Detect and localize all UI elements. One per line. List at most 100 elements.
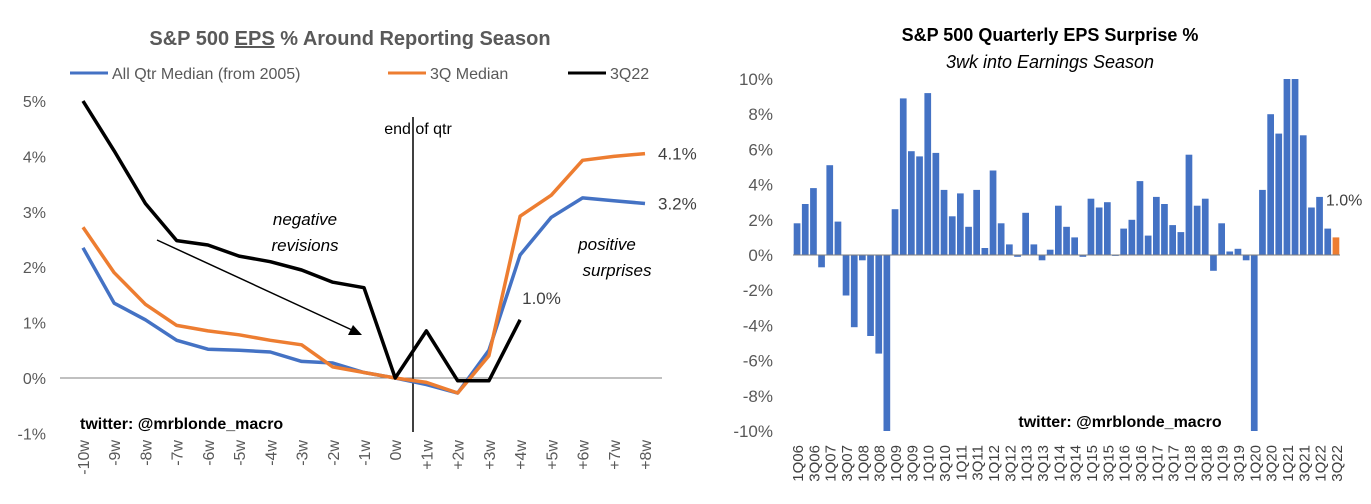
bar bbox=[1185, 154, 1193, 255]
bar bbox=[875, 255, 883, 354]
x-tick-label: 1Q20 bbox=[1247, 445, 1264, 482]
bar bbox=[948, 216, 956, 255]
x-tick-label: -7w bbox=[170, 440, 187, 466]
bar bbox=[793, 223, 801, 255]
bar bbox=[1014, 255, 1021, 257]
bar bbox=[867, 255, 874, 336]
bar bbox=[1299, 135, 1307, 255]
bar bbox=[1226, 251, 1234, 255]
bar bbox=[1087, 198, 1095, 255]
y-tick-label: 0% bbox=[23, 371, 46, 388]
bar bbox=[810, 188, 817, 255]
x-tick-label: -5w bbox=[232, 440, 249, 466]
y-tick-label: 1% bbox=[23, 316, 46, 333]
bar bbox=[1120, 228, 1127, 255]
y-tick-label: 8% bbox=[748, 105, 773, 124]
bar bbox=[1250, 255, 1258, 431]
credit-text: twitter: @mrblonde_macro bbox=[80, 416, 283, 433]
bar bbox=[1210, 255, 1217, 271]
bar bbox=[1177, 232, 1185, 255]
credit-text: twitter: @mrblonde_macro bbox=[1018, 414, 1221, 431]
bar bbox=[957, 193, 964, 255]
x-tick-label: 1Q12 bbox=[986, 445, 1003, 482]
chart-subtitle: 3wk into Earnings Season bbox=[946, 52, 1154, 72]
bar bbox=[973, 189, 980, 255]
x-tick-label: 3Q15 bbox=[1100, 445, 1117, 482]
positive-surprises-annotation-line2: surprises bbox=[583, 261, 652, 280]
end-labels: 4.1% 3.2% 1.0% bbox=[522, 145, 697, 308]
y-tick-label: -6% bbox=[743, 352, 773, 371]
bar bbox=[1030, 244, 1038, 255]
bar bbox=[1193, 205, 1201, 255]
x-tick-label: 1Q06 bbox=[790, 445, 807, 482]
x-tick-label: 1Q21 bbox=[1280, 445, 1297, 482]
end-value-label: 1.0% bbox=[522, 289, 561, 308]
bar bbox=[1046, 249, 1054, 255]
x-tick-label: 1Q17 bbox=[1149, 445, 1166, 482]
x-axis: 1Q06 3Q06 1Q07 3Q07 1Q08 3Q08 1Q09 3Q09 1Q10 3Q10… bbox=[790, 445, 1346, 482]
legend-label-3q22: 3Q22 bbox=[610, 66, 649, 83]
bar bbox=[859, 255, 866, 261]
x-tick-label: 3Q08 bbox=[872, 445, 889, 482]
x-tick-label: +3w bbox=[482, 440, 499, 470]
x-tick-label: 3Q18 bbox=[1198, 445, 1215, 482]
x-tick-label: -2w bbox=[326, 440, 343, 466]
x-tick-label: -9w bbox=[107, 440, 124, 466]
x-tick-label: +1w bbox=[419, 440, 436, 470]
x-tick-label: 1Q14 bbox=[1051, 445, 1068, 482]
y-tick-label: -4% bbox=[743, 316, 773, 335]
negative-revisions-annotation-line2: revisions bbox=[271, 236, 339, 255]
bars bbox=[793, 79, 1340, 431]
3q-median-line bbox=[81, 151, 646, 395]
bar bbox=[1144, 235, 1152, 255]
bar bbox=[924, 93, 932, 255]
x-tick-label: 1Q18 bbox=[1182, 445, 1199, 482]
eps-surprise-chart: S&P 500 Quarterly EPS Surprise % 3wk int… bbox=[733, 25, 1362, 482]
x-tick-label: 3Q19 bbox=[1231, 445, 1248, 482]
y-tick-label: 2% bbox=[23, 260, 46, 277]
x-tick-label: 0w bbox=[388, 440, 405, 461]
y-tick-label: -1% bbox=[18, 426, 46, 443]
x-tick-label: -6w bbox=[201, 440, 218, 466]
bar bbox=[1071, 237, 1078, 255]
negative-revisions-arrow bbox=[156, 239, 362, 335]
chart-title: S&P 500 Quarterly EPS Surprise % bbox=[902, 25, 1199, 45]
bar bbox=[1201, 198, 1209, 255]
x-tick-label: 1Q22 bbox=[1313, 445, 1330, 482]
x-tick-label: 3Q12 bbox=[1002, 445, 1019, 482]
x-tick-label: 3Q22 bbox=[1329, 445, 1346, 482]
x-tick-label: 1Q10 bbox=[921, 445, 938, 482]
end-value-label: 3.2% bbox=[658, 194, 697, 213]
negative-revisions-annotation-line1: negative bbox=[273, 210, 337, 229]
y-axis: -10% -8% -6% -4% -2% 0% 2% 4% 6% 8% 10% bbox=[733, 70, 773, 441]
x-tick-label: +5w bbox=[544, 440, 561, 470]
y-tick-label: 3% bbox=[23, 205, 46, 222]
x-tick-label: 3Q17 bbox=[1166, 445, 1183, 482]
bar bbox=[908, 151, 915, 255]
last-value-label: 1.0% bbox=[1326, 192, 1362, 209]
x-tick-label: 1Q09 bbox=[888, 445, 905, 482]
end-value-label: 4.1% bbox=[658, 145, 697, 164]
bar bbox=[1267, 114, 1274, 255]
x-axis: -10w -9w -8w -7w -6w -5w -4w -3w -2w -1w 0w +1w +2w +… bbox=[60, 377, 662, 475]
bar bbox=[981, 248, 989, 255]
bar bbox=[1218, 223, 1225, 255]
bar bbox=[1006, 244, 1013, 255]
bar bbox=[1169, 225, 1176, 255]
bar bbox=[916, 156, 923, 255]
x-tick-label: 1Q11 bbox=[953, 445, 970, 481]
bar bbox=[1055, 205, 1062, 255]
bar bbox=[801, 204, 809, 255]
x-tick-label: 3Q11 bbox=[970, 445, 987, 481]
bar bbox=[965, 226, 972, 255]
bar bbox=[1291, 79, 1299, 255]
x-tick-label: +6w bbox=[576, 440, 593, 470]
x-tick-label: -1w bbox=[357, 440, 374, 466]
bar bbox=[1104, 202, 1111, 255]
x-tick-label: +8w bbox=[638, 440, 655, 470]
bar bbox=[1308, 207, 1315, 255]
x-tick-label: 3Q16 bbox=[1133, 445, 1150, 482]
bar bbox=[1038, 255, 1046, 261]
x-tick-label: 3Q21 bbox=[1296, 445, 1313, 482]
